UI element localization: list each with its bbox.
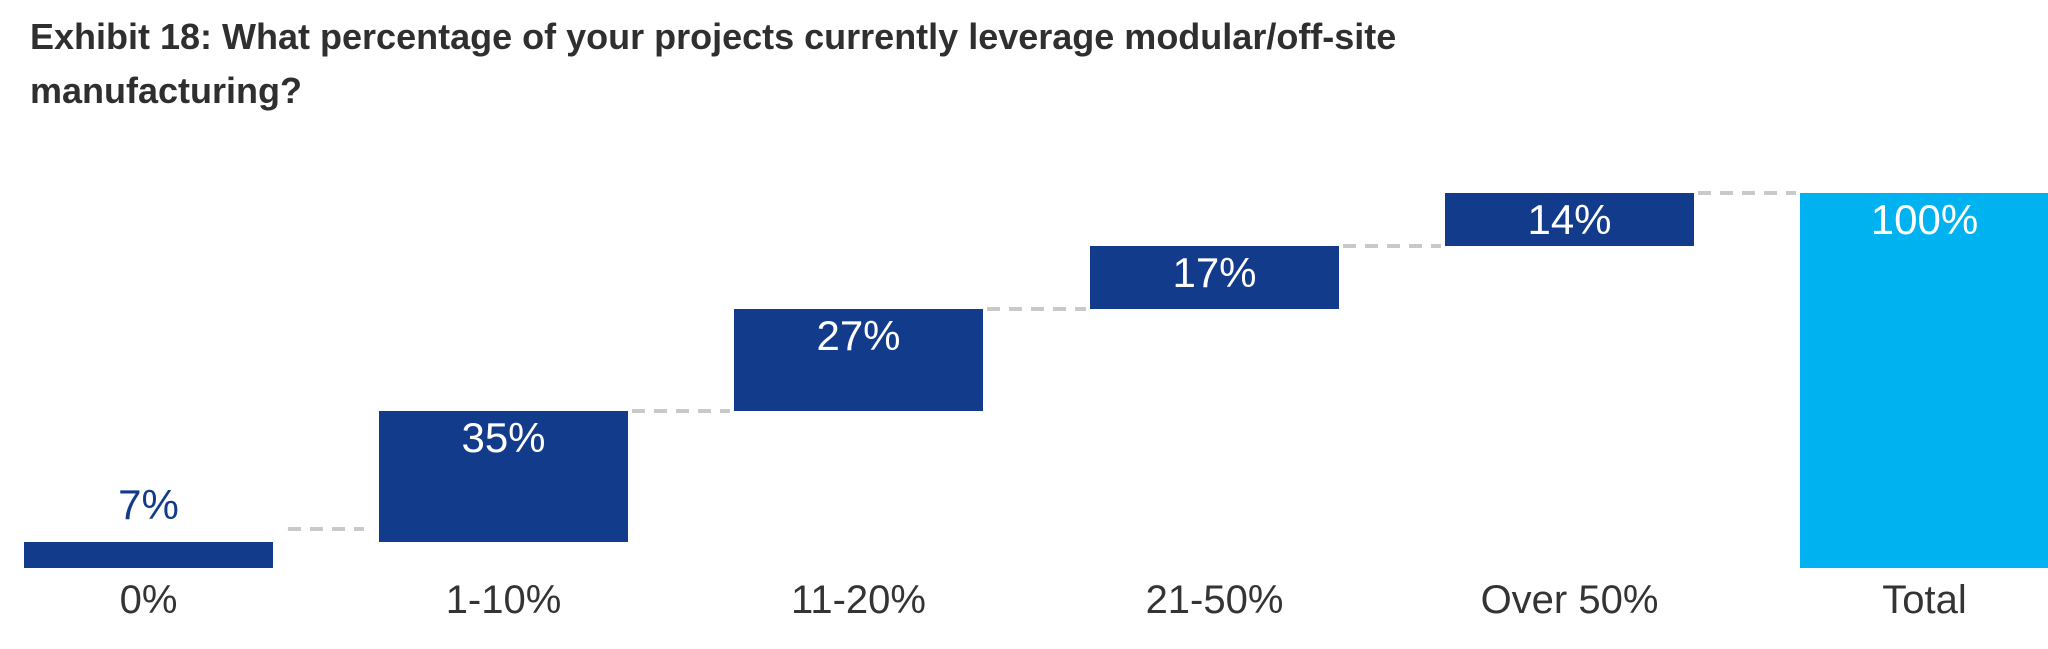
category-label-21-50: 21-50% — [1145, 578, 1284, 622]
category-label-11-20: 11-20% — [791, 578, 926, 622]
bar-21-50 — [1090, 245, 1339, 310]
value-label-0: 7% — [118, 480, 179, 528]
value-label-total: 100% — [1870, 196, 1979, 243]
value-label-over-50: 14% — [1527, 196, 1612, 243]
category-label-total: Total — [1882, 578, 1967, 622]
chart-title: Exhibit 18: What percentage of your proj… — [30, 16, 1397, 111]
bar-0 — [24, 541, 273, 568]
connector-line-0 — [288, 526, 364, 531]
bar-1-10 — [379, 410, 628, 542]
connector-line-2 — [987, 307, 1086, 312]
value-label-11-20: 27% — [816, 312, 901, 360]
connector-line-1 — [632, 408, 730, 413]
value-label-21-50: 17% — [1172, 248, 1257, 296]
connector-line-4 — [1698, 191, 1796, 195]
connector-line-3 — [1343, 243, 1441, 248]
bar-over-50 — [1445, 193, 1694, 246]
category-label-over-50: Over 50% — [1480, 578, 1659, 622]
bar-11-20 — [734, 309, 983, 411]
category-label-0: 0% — [119, 578, 178, 622]
category-label-1-10: 1-10% — [445, 578, 562, 622]
bar-total — [1800, 193, 2048, 568]
value-label-1-10: 35% — [461, 413, 546, 461]
